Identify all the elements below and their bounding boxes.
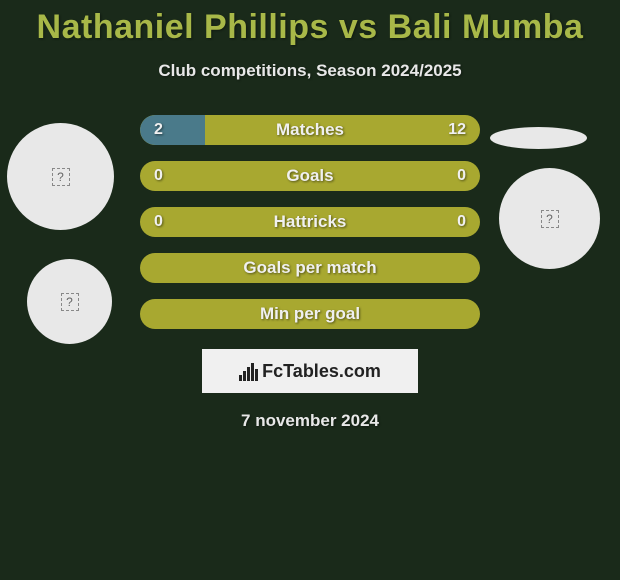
stat-label: Min per goal: [140, 304, 480, 324]
stat-row-matches: 2 Matches 12: [140, 115, 480, 145]
stat-label: Goals: [140, 166, 480, 186]
image-placeholder-icon: ?: [541, 210, 559, 228]
stat-row-mpg: Min per goal: [140, 299, 480, 329]
stat-value-right: 0: [457, 213, 466, 231]
stat-label: Matches: [140, 120, 480, 140]
stat-row-gpm: Goals per match: [140, 253, 480, 283]
player-right-shape: [490, 127, 587, 149]
subtitle: Club competitions, Season 2024/2025: [0, 61, 620, 81]
brand-chart-icon: [239, 361, 258, 381]
page-title: Nathaniel Phillips vs Bali Mumba: [0, 0, 620, 47]
date-text: 7 november 2024: [0, 411, 620, 431]
player-left-avatar-2: ?: [27, 259, 112, 344]
stat-label: Hattricks: [140, 212, 480, 232]
stat-label: Goals per match: [140, 258, 480, 278]
stat-value-right: 12: [448, 121, 466, 139]
image-placeholder-icon: ?: [52, 168, 70, 186]
stat-value-left: 0: [154, 213, 163, 231]
stat-value-left: 2: [154, 121, 163, 139]
stat-value-right: 0: [457, 167, 466, 185]
stat-value-left: 0: [154, 167, 163, 185]
image-placeholder-icon: ?: [61, 293, 79, 311]
brand-badge: FcTables.com: [202, 349, 418, 393]
stat-row-hattricks: 0 Hattricks 0: [140, 207, 480, 237]
player-left-avatar-1: ?: [7, 123, 114, 230]
player-right-avatar: ?: [499, 168, 600, 269]
stat-row-goals: 0 Goals 0: [140, 161, 480, 191]
brand-text: FcTables.com: [262, 361, 381, 382]
stats-container: 2 Matches 12 0 Goals 0 0 Hattricks 0 Goa…: [140, 115, 480, 329]
